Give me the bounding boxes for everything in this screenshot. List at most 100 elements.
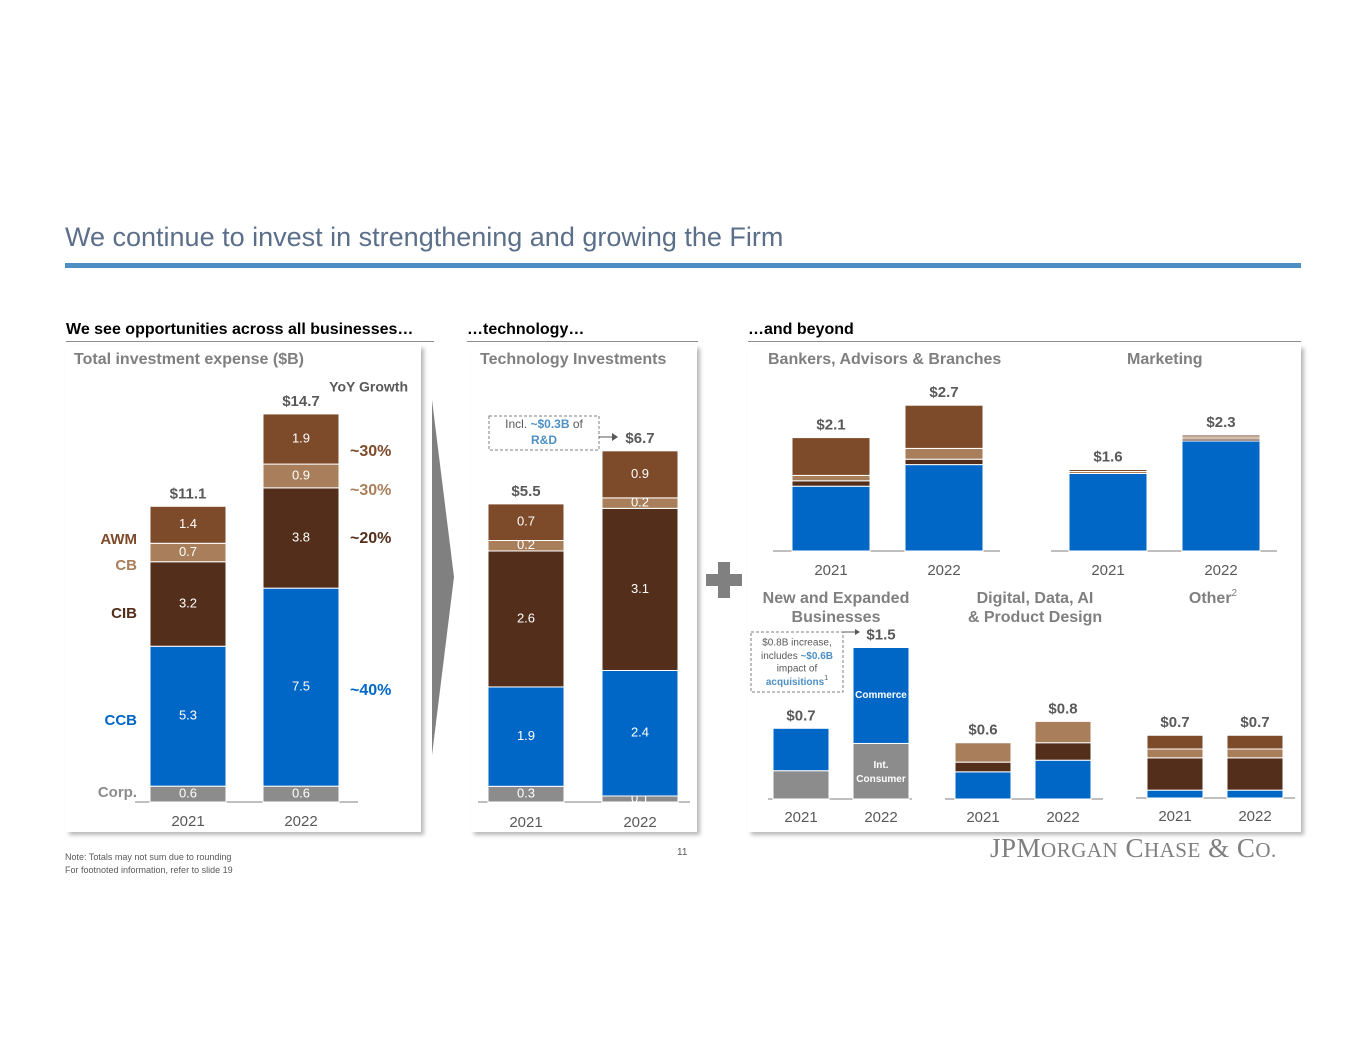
tech-bar-ccb-2021 — [487, 686, 565, 787]
newbiz-bar-commerce-2021 — [772, 727, 830, 772]
total-legend-cb: CB — [115, 557, 137, 574]
newbiz-bar-int-consumer-2021 — [772, 770, 830, 800]
tech-category-2022: 2022 — [623, 814, 656, 831]
note-rounding: Note: Totals may not sum due to rounding — [65, 852, 232, 862]
marketing-category-2022: 2022 — [1204, 562, 1237, 579]
newbiz-callout-arrowhead — [855, 629, 860, 635]
total-category-2022: 2022 — [284, 813, 317, 830]
digital-bar-cb-2021 — [954, 742, 1012, 763]
newbiz-callout-line3: impact of — [777, 664, 818, 675]
tech-value-ccb-2022: 2.4 — [631, 725, 649, 740]
bankers-category-2022: 2022 — [927, 562, 960, 579]
other-category-2021: 2021 — [1158, 808, 1191, 825]
bankers-bar-ccb-2021 — [791, 485, 871, 552]
note-footnotes: For footnoted information, refer to slid… — [65, 865, 233, 875]
bankers-bar-ccb-2022 — [904, 464, 984, 552]
other-bar-awm-2021 — [1146, 734, 1204, 750]
total-bar-ccb-2021 — [149, 645, 227, 787]
digital-category-2022: 2022 — [1046, 809, 1079, 826]
section-rule-businesses — [66, 341, 434, 342]
newbiz-total-2022: $1.5 — [866, 626, 895, 643]
marketing-category-2021: 2021 — [1091, 562, 1124, 579]
digital-total-2022: $0.8 — [1048, 700, 1077, 717]
total-value-corp-2022: 0.6 — [292, 786, 310, 801]
other-bar-cib-2022 — [1226, 757, 1284, 791]
other-total-2022: $0.7 — [1240, 714, 1269, 731]
bankers-bar-cb-2022 — [904, 447, 984, 460]
tech-value-awm-2022: 0.9 — [631, 466, 649, 481]
total-legend-corp: Corp. — [98, 784, 137, 801]
newbiz-callout-line1: $0.8B increase, — [762, 638, 832, 649]
marketing-bar-awm-2022 — [1181, 434, 1261, 438]
newbiz-bar-int-consumer-2022 — [852, 742, 910, 800]
plus-icon — [706, 562, 742, 598]
total-growth-awm: ~30% — [350, 443, 391, 460]
total-growth-header: YoY Growth — [329, 379, 408, 395]
total-growth-cb: ~30% — [350, 482, 391, 499]
total-bar-cib-2021 — [149, 561, 227, 647]
other-bar-ccb-2022 — [1226, 789, 1284, 799]
newbiz-seglabel-int-consumer-1: Int. — [874, 760, 889, 771]
marketing-bar-ccb-2022 — [1181, 440, 1261, 552]
total-growth-cib: ~20% — [350, 530, 391, 547]
bankers-bar-awm-2021 — [791, 437, 871, 476]
tech-bar-awm-2021 — [487, 503, 565, 542]
section-head-technology: …technology… — [467, 321, 585, 338]
other-bar-ccb-2021 — [1146, 789, 1204, 799]
tech-value-cib-2022: 3.1 — [631, 581, 649, 596]
section-head-businesses: We see opportunities across all business… — [66, 321, 414, 338]
digital-bar-cb-2022 — [1034, 720, 1092, 744]
newbiz-callout-box — [750, 631, 844, 693]
digital-category-2021: 2021 — [966, 809, 999, 826]
chart-title-marketing: Marketing — [1127, 351, 1203, 368]
tech-value-awm-2021: 0.7 — [517, 514, 535, 529]
section-rule-beyond — [748, 341, 1301, 342]
total-value-cib-2021: 3.2 — [179, 595, 197, 610]
total-total-2021: $11.1 — [170, 485, 207, 502]
total-legend-cib: CIB — [111, 605, 137, 622]
digital-total-2021: $0.6 — [968, 722, 997, 739]
other-bar-cb-2022 — [1226, 748, 1284, 759]
tech-category-2021: 2021 — [509, 814, 542, 831]
newbiz-seglabel-int-consumer-2: Consumer — [856, 774, 906, 785]
tech-value-corp-2021: 0.3 — [517, 786, 535, 801]
chart-title-newbiz-2: Businesses — [792, 609, 881, 626]
total-bar-awm-2021 — [149, 505, 227, 544]
newbiz-total-2021: $0.7 — [786, 707, 815, 724]
bankers-bar-cb-2021 — [791, 474, 871, 482]
tech-callout-line1: Incl. ~$0.3B of — [505, 417, 583, 431]
other-bar-cib-2021 — [1146, 757, 1204, 791]
digital-bar-ccb-2021 — [954, 771, 1012, 800]
other-total-2021: $0.7 — [1160, 714, 1189, 731]
section-head-beyond: …and beyond — [748, 321, 854, 338]
marketing-total-2022: $2.3 — [1206, 414, 1235, 431]
total-value-cib-2022: 3.8 — [292, 529, 310, 544]
bankers-category-2021: 2021 — [814, 562, 847, 579]
newbiz-seglabel-commerce: Commerce — [855, 690, 907, 701]
total-growth-ccb: ~40% — [350, 682, 391, 699]
tech-callout-arrowhead — [612, 433, 618, 441]
chevron-arrow-icon — [432, 400, 454, 755]
tech-total-2022: $6.7 — [625, 430, 654, 447]
chart-title-total: Total investment expense ($B) — [74, 351, 304, 368]
total-legend-awm: AWM — [100, 531, 137, 548]
total-value-cb-2022: 0.9 — [292, 467, 310, 482]
digital-bar-ccb-2022 — [1034, 759, 1092, 800]
total-total-2022: $14.7 — [282, 393, 320, 410]
bankers-total-2022: $2.7 — [929, 384, 958, 401]
panel-beyond — [748, 345, 1301, 832]
bankers-total-2021: $2.1 — [816, 417, 845, 434]
tech-bar-awm-2022 — [601, 450, 679, 499]
tech-value-cib-2021: 2.6 — [517, 610, 535, 625]
company-logo: JPMORGAN CHASE & CO. — [990, 833, 1277, 863]
section-rule-technology — [467, 341, 698, 342]
total-value-corp-2021: 0.6 — [179, 786, 197, 801]
total-value-cb-2021: 0.7 — [179, 544, 197, 559]
newbiz-callout-line4: acquisitions1 — [766, 675, 828, 688]
panel-total-investment — [66, 345, 421, 832]
other-category-2022: 2022 — [1238, 808, 1271, 825]
tech-bar-ccb-2022 — [601, 669, 679, 797]
total-value-ccb-2021: 5.3 — [179, 708, 197, 723]
title-rule — [65, 263, 1301, 268]
bankers-bar-cib-2022 — [904, 458, 984, 466]
